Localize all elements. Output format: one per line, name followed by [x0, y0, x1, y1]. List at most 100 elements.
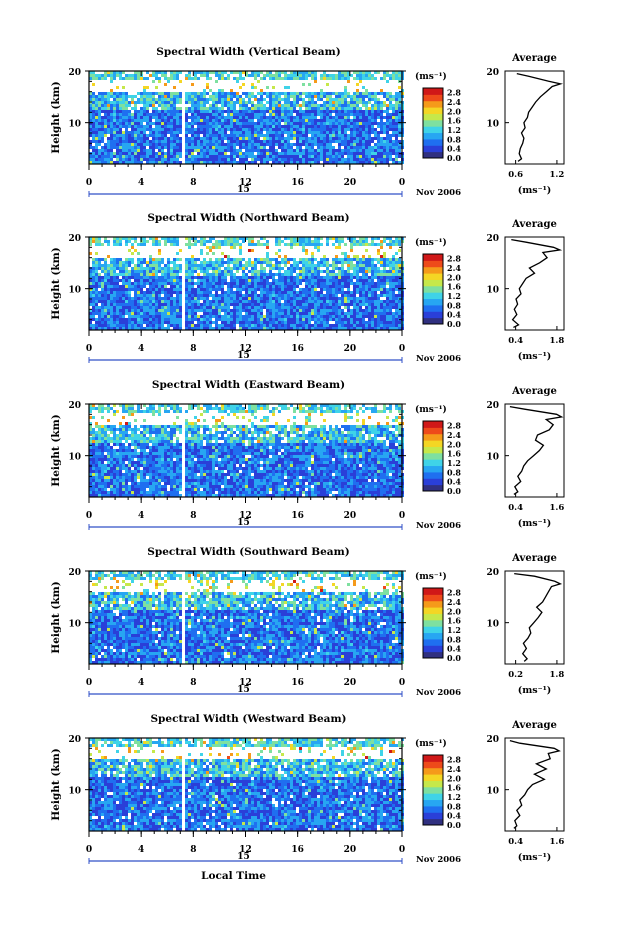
heatmap-cell — [200, 119, 203, 122]
heatmap-cell — [185, 267, 188, 270]
heatmap-cell — [203, 321, 206, 324]
heatmap-cell — [128, 303, 131, 306]
heatmap-cell — [359, 143, 362, 146]
heatmap-cell — [206, 155, 209, 158]
heatmap-cell — [152, 98, 155, 101]
heatmap-cell — [107, 273, 110, 276]
heatmap-cell — [119, 324, 122, 327]
heatmap-cell — [368, 110, 371, 113]
heatmap-cell — [140, 119, 143, 122]
heatmap-cell — [173, 261, 176, 264]
heatmap-cell — [173, 98, 176, 101]
heatmap-cell — [224, 134, 227, 137]
heatmap-cell — [146, 86, 149, 89]
heatmap-cell — [272, 158, 275, 161]
heatmap-cell — [158, 95, 161, 98]
heatmap-cell — [347, 306, 350, 309]
heatmap-cell — [356, 152, 359, 155]
heatmap-cell — [320, 270, 323, 273]
heatmap-cell — [164, 312, 167, 315]
heatmap-cell — [155, 315, 158, 318]
heatmap-cell — [350, 140, 353, 143]
heatmap-cell — [227, 294, 230, 297]
heatmap-cell — [176, 273, 179, 276]
heatmap-cell — [218, 258, 221, 261]
heatmap-cell — [227, 134, 230, 137]
heatmap-cell — [236, 101, 239, 104]
heatmap-cell — [359, 158, 362, 161]
heatmap-cell — [344, 261, 347, 264]
heatmap-cell — [143, 119, 146, 122]
heatmap-cell — [227, 291, 230, 294]
heatmap-cell — [176, 161, 179, 164]
heatmap-cell — [110, 300, 113, 303]
heatmap-cell — [194, 243, 197, 246]
heatmap-cell — [275, 74, 278, 77]
heatmap-cell — [152, 95, 155, 98]
colorbar-tick-label: 1.2 — [447, 125, 461, 135]
heatmap-cell — [338, 116, 341, 119]
heatmap-cell — [392, 152, 395, 155]
heatmap-cell — [167, 161, 170, 164]
heatmap-cell — [293, 237, 296, 240]
heatmap-cell — [116, 86, 119, 89]
heatmap-cell — [245, 104, 248, 107]
heatmap-cell — [101, 101, 104, 104]
heatmap-cell — [266, 71, 269, 74]
heatmap-cell — [227, 155, 230, 158]
heatmap-cell — [323, 152, 326, 155]
heatmap-cell — [128, 104, 131, 107]
heatmap-cell — [146, 288, 149, 291]
heatmap-cell — [317, 237, 320, 240]
heatmap-cell — [332, 119, 335, 122]
heatmap-cell — [278, 77, 281, 80]
heatmap-cell — [344, 98, 347, 101]
heatmap-cell — [317, 110, 320, 113]
colorbar-tick-label: 2.8 — [447, 88, 461, 98]
heatmap-cell — [101, 155, 104, 158]
heatmap-cell — [314, 149, 317, 152]
heatmap-cell — [251, 101, 254, 104]
heatmap-cell — [158, 92, 161, 95]
heatmap-cell — [122, 288, 125, 291]
heatmap-cell — [311, 240, 314, 243]
heatmap-cell — [113, 113, 116, 116]
heatmap-cell — [215, 122, 218, 125]
heatmap-cell — [251, 113, 254, 116]
heatmap-cell — [278, 161, 281, 164]
heatmap-cell — [305, 243, 308, 246]
heatmap-cell — [185, 77, 188, 80]
heatmap-cell — [386, 149, 389, 152]
heatmap-cell — [260, 243, 263, 246]
heatmap-cell — [278, 270, 281, 273]
heatmap-cell — [191, 237, 194, 240]
heatmap-cell — [119, 146, 122, 149]
heatmap-cell — [89, 315, 92, 318]
heatmap-cell — [287, 300, 290, 303]
heatmap-cell — [218, 158, 221, 161]
heatmap-cell — [284, 161, 287, 164]
heatmap-cell — [113, 125, 116, 128]
heatmap-cell — [125, 294, 128, 297]
heatmap-cell — [101, 288, 104, 291]
heatmap-cell — [239, 140, 242, 143]
heatmap-cell — [173, 258, 176, 261]
heatmap-cell — [287, 306, 290, 309]
heatmap-cell — [95, 113, 98, 116]
heatmap-cell — [137, 152, 140, 155]
heatmap-cell — [113, 267, 116, 270]
heatmap-cell — [338, 273, 341, 276]
heatmap-cell — [269, 74, 272, 77]
heatmap-cell — [161, 273, 164, 276]
heatmap-cell — [263, 270, 266, 273]
heatmap-cell — [284, 116, 287, 119]
heatmap-cell — [302, 83, 305, 86]
heatmap-cell — [338, 270, 341, 273]
heatmap-cell — [314, 134, 317, 137]
heatmap-cell — [347, 267, 350, 270]
heatmap-cell — [290, 95, 293, 98]
heatmap-cell — [329, 152, 332, 155]
heatmap-cell — [329, 291, 332, 294]
heatmap-cell — [239, 71, 242, 74]
heatmap-cell — [149, 327, 152, 330]
